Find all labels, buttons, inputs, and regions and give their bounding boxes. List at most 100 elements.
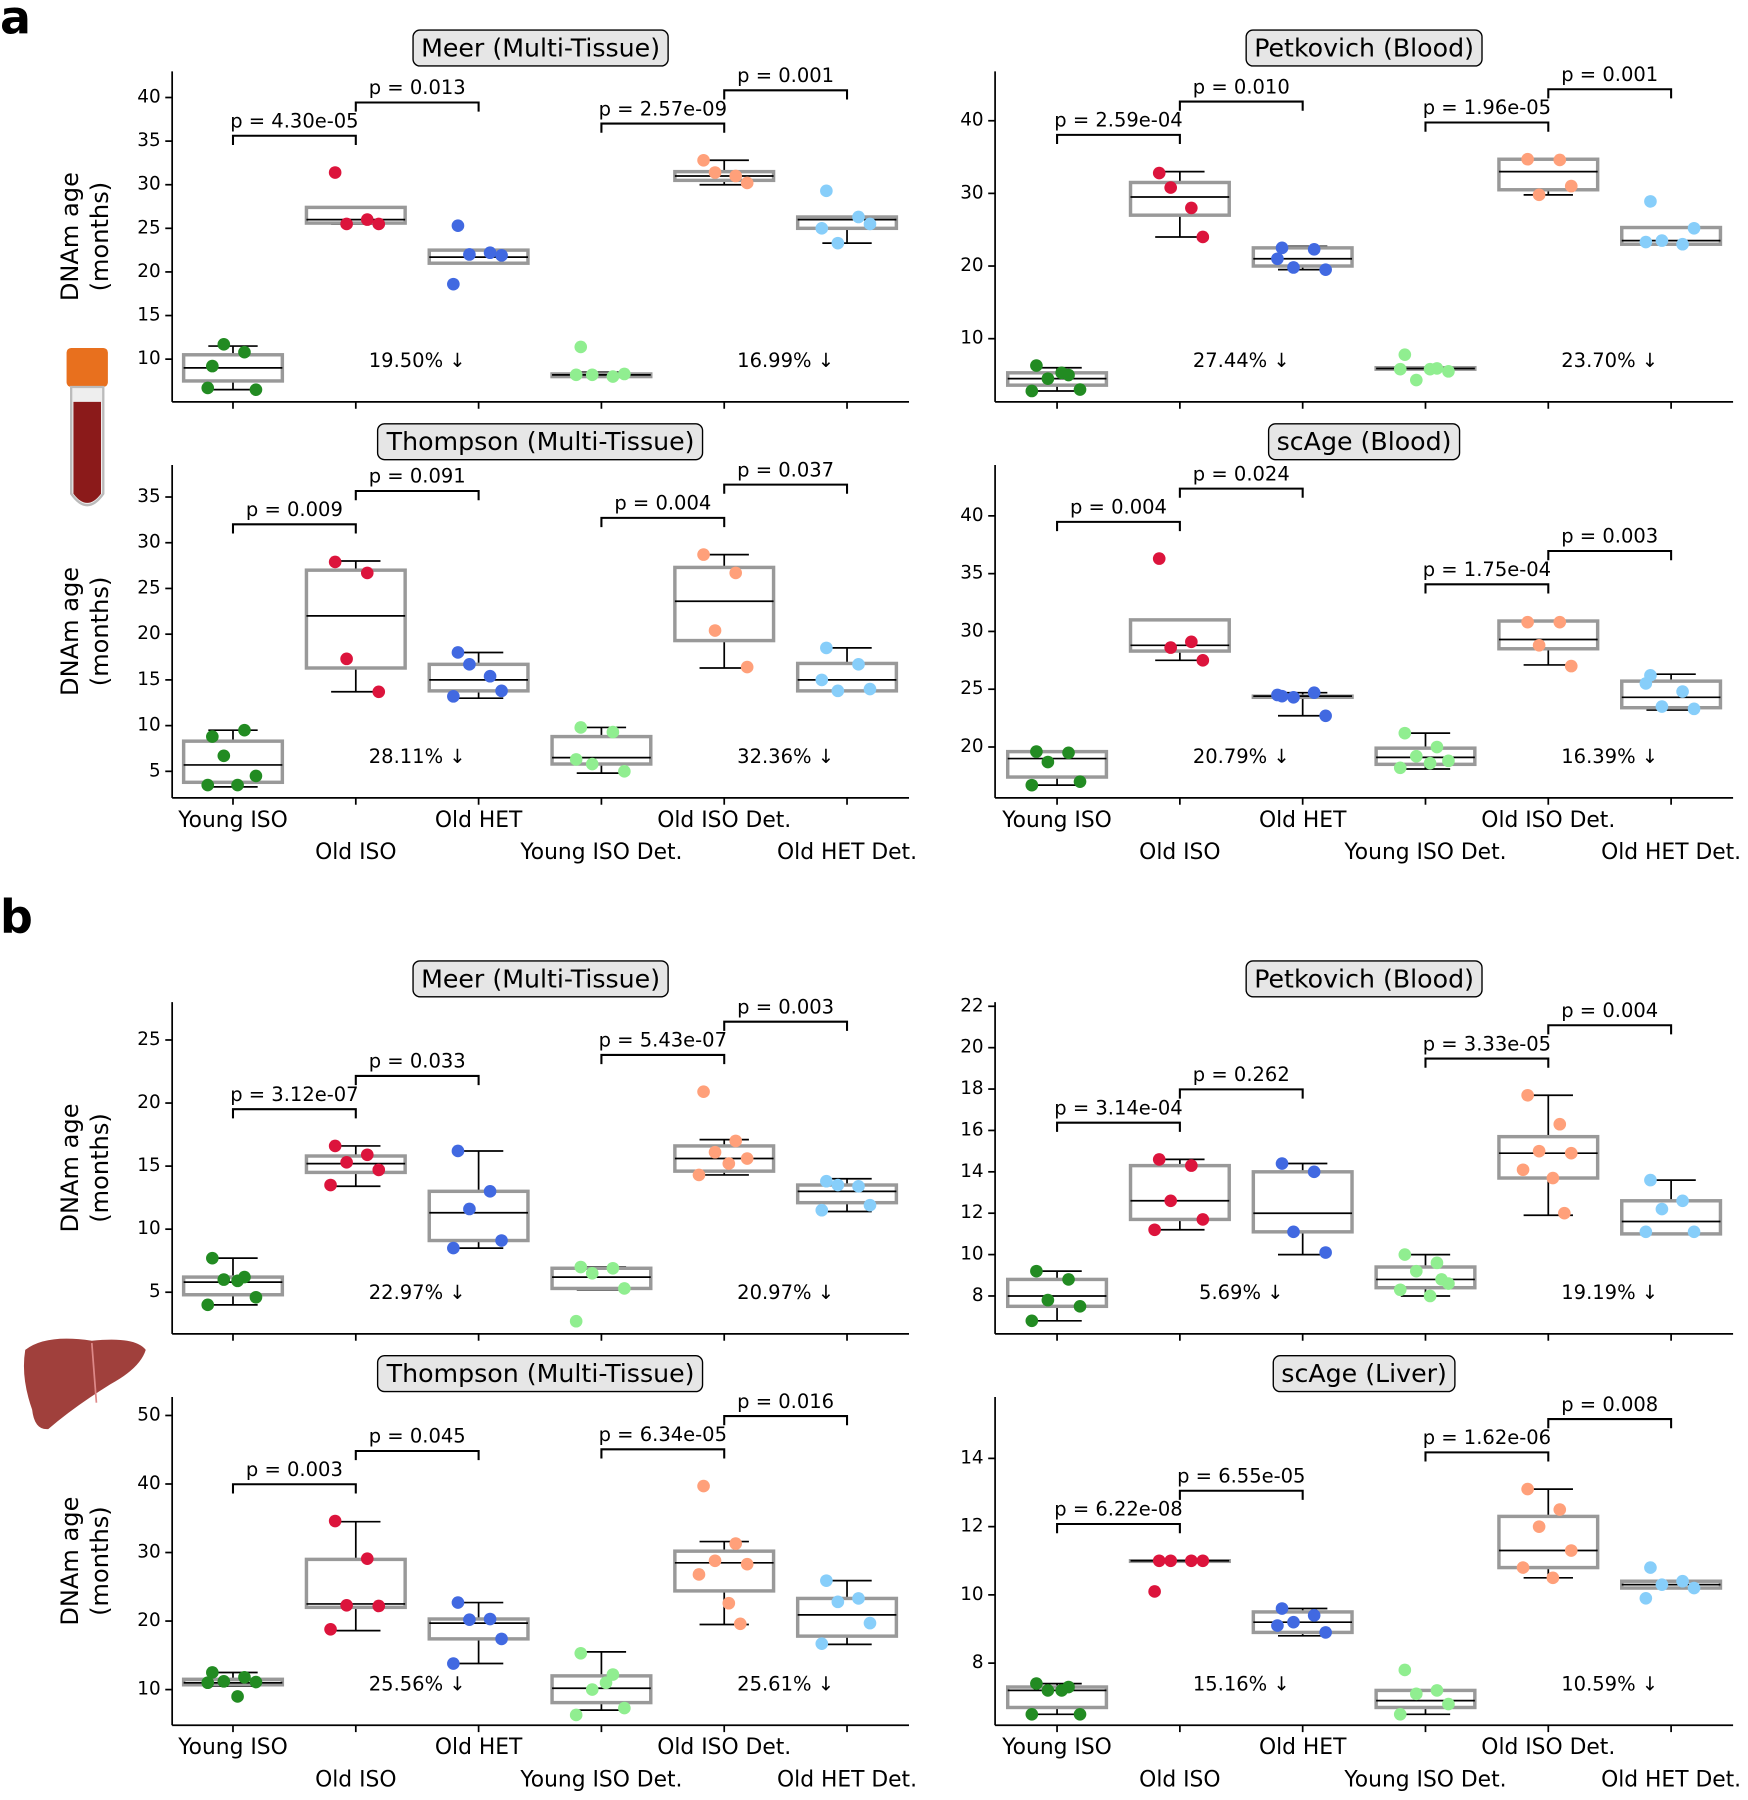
y-tick-label: 14	[960, 1161, 983, 1182]
data-point	[585, 757, 599, 771]
y-tick-label: 35	[960, 563, 983, 584]
data-point	[249, 1290, 263, 1304]
data-point	[1307, 1609, 1321, 1622]
data-point	[852, 210, 865, 224]
data-point	[1655, 700, 1669, 713]
y-axis-label: DNAm age	[56, 567, 84, 696]
data-point	[1307, 243, 1321, 256]
data-point	[451, 646, 465, 659]
data-point	[618, 765, 631, 778]
reduction-label: 20.97% ↓	[737, 1281, 834, 1304]
p-value: p = 2.59e-04	[1054, 109, 1182, 132]
data-point	[729, 169, 743, 183]
y-tick-label: 10	[137, 1218, 160, 1239]
data-point	[201, 778, 215, 792]
p-bracket	[1424, 1057, 1550, 1068]
data-point	[1398, 726, 1412, 740]
p-bracket	[231, 523, 357, 534]
p-value: p = 0.004	[614, 492, 711, 515]
data-point	[1676, 685, 1689, 698]
data-point	[360, 213, 374, 226]
y-tick-label: 10	[960, 328, 983, 349]
data-point	[447, 1241, 460, 1255]
data-point	[1532, 188, 1546, 202]
y-tick-label: 35	[137, 130, 160, 151]
data-point	[1025, 778, 1039, 792]
data-point	[574, 340, 588, 354]
p-value: p = 6.34e-05	[599, 1423, 727, 1446]
p-value: p = 1.96e-05	[1423, 96, 1551, 119]
y-tick-label: 15	[137, 1155, 160, 1176]
data-point	[831, 1595, 845, 1609]
data-point	[815, 673, 829, 687]
p-bracket	[723, 483, 849, 494]
data-point	[328, 1139, 342, 1153]
data-point	[1319, 709, 1332, 723]
p-value: p = 3.33e-05	[1423, 1032, 1551, 1055]
data-point	[697, 1479, 710, 1493]
data-point	[1393, 1707, 1407, 1721]
data-point	[1532, 1144, 1546, 1158]
data-point	[1073, 1707, 1087, 1721]
reduction-label: 19.19% ↓	[1561, 1281, 1658, 1304]
reduction-label: 25.61% ↓	[737, 1673, 834, 1696]
p-bracket	[1178, 100, 1304, 111]
data-point	[1564, 659, 1578, 673]
data-point	[1185, 201, 1198, 215]
p-bracket	[1424, 583, 1550, 594]
box	[1497, 1514, 1600, 1570]
y-tick-label: 10	[960, 1244, 983, 1265]
p-bracket	[1178, 487, 1304, 498]
data-point	[574, 1260, 588, 1274]
box	[550, 1674, 653, 1705]
data-point	[1025, 384, 1039, 398]
box	[181, 739, 285, 785]
data-point	[697, 153, 710, 167]
data-point	[606, 725, 620, 739]
y-tick-label: 18	[960, 1078, 983, 1099]
p-bracket	[1547, 1024, 1673, 1035]
data-point	[852, 1179, 865, 1193]
x-tick-label: Old ISO	[1139, 840, 1220, 865]
data-point	[729, 1537, 743, 1550]
x-tick-label: Young ISO Det.	[1343, 1767, 1506, 1792]
y-tick-label: 20	[960, 736, 983, 757]
x-tick-label: Young ISO	[177, 1735, 288, 1760]
data-point	[231, 1690, 244, 1703]
data-point	[1307, 1165, 1321, 1179]
data-point	[324, 1178, 337, 1192]
data-point	[1532, 1520, 1546, 1533]
box	[1128, 618, 1231, 653]
box	[427, 1189, 530, 1243]
data-point	[569, 368, 583, 382]
p-value: p = 0.008	[1561, 1393, 1658, 1416]
y-tick-label: 15	[137, 669, 160, 690]
data-point	[1644, 1561, 1657, 1574]
p-value: p = 0.024	[1193, 462, 1290, 485]
data-point	[372, 217, 386, 231]
data-point	[692, 1568, 706, 1581]
data-point	[1164, 1554, 1178, 1568]
data-point	[1655, 1578, 1669, 1591]
data-point	[1319, 263, 1332, 276]
y-axis-label: DNAm age	[56, 1103, 84, 1232]
box	[1620, 1199, 1723, 1236]
p-value: p = 0.033	[369, 1050, 466, 1073]
data-point	[238, 723, 251, 737]
title-box	[376, 1355, 704, 1393]
p-value: p = 3.12e-07	[230, 1083, 358, 1106]
data-point	[217, 1675, 231, 1688]
data-point	[340, 1156, 353, 1169]
x-tick-label: Young ISO	[1001, 808, 1112, 833]
data-point	[1521, 1088, 1534, 1102]
data-point	[1196, 654, 1210, 667]
title-box	[1245, 29, 1483, 67]
data-point	[1055, 366, 1068, 380]
y-tick-label: 35	[137, 486, 160, 507]
data-point	[1398, 1663, 1412, 1677]
data-point	[1185, 635, 1198, 649]
data-point	[729, 566, 743, 580]
reduction-label: 20.79% ↓	[1193, 745, 1290, 768]
box	[1128, 180, 1231, 217]
data-point	[618, 1282, 631, 1295]
